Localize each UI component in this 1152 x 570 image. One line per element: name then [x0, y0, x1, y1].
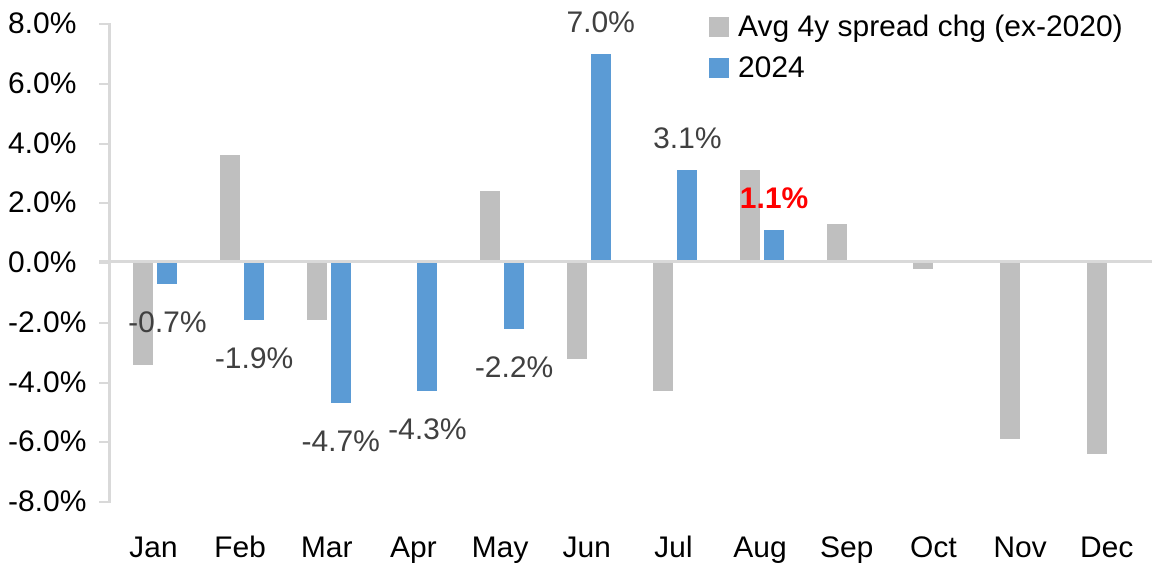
- y-axis-tick-label: 0.0%: [8, 246, 77, 279]
- x-axis-label-jul: Jul: [654, 531, 693, 564]
- x-axis-label-may: May: [471, 531, 529, 564]
- y-axis-tick-label: 2.0%: [8, 186, 77, 220]
- bar-avg4y-oct: [913, 263, 934, 269]
- bar-2024-jan: [157, 263, 178, 284]
- bar-2024-jun: [590, 53, 611, 260]
- y-axis-tick-mark: [99, 142, 111, 145]
- y-axis-tick-label: 8.0%: [8, 7, 77, 40]
- x-axis-label-nov: Nov: [993, 531, 1047, 564]
- y-axis-tick-label: -8.0%: [8, 485, 87, 518]
- bar-avg4y-mar: [306, 263, 327, 320]
- bar-2024-aug: [764, 230, 784, 260]
- data-label-apr: -4.3%: [388, 413, 467, 447]
- bar-avg4y-aug: [740, 170, 760, 260]
- bar-2024-feb: [244, 263, 264, 320]
- data-label-jul: 3.1%: [653, 122, 722, 156]
- x-axis-label-feb: Feb: [214, 531, 266, 564]
- x-axis-label-oct: Oct: [909, 531, 957, 564]
- y-axis-tick-mark: [99, 441, 111, 444]
- legend: Avg 4y spread chg (ex-2020) 2024: [709, 10, 1123, 92]
- y-axis-tick-label: -4.0%: [8, 365, 87, 399]
- x-axis-zero-line: [99, 260, 1152, 263]
- data-label-jan: -0.7%: [128, 305, 207, 339]
- data-label-aug: 1.1%: [739, 182, 809, 216]
- x-axis-label-sep: Sep: [819, 531, 874, 564]
- data-label-feb: -1.9%: [214, 341, 294, 375]
- y-axis-tick-label: 4.0%: [8, 126, 77, 160]
- bar-avg4y-jun: [566, 263, 587, 359]
- y-axis-tick-mark: [99, 202, 111, 205]
- bar-2024-jul: [677, 170, 698, 260]
- data-label-jun: 7.0%: [566, 5, 635, 39]
- x-axis-label-jan: Jan: [129, 531, 178, 564]
- y-axis-tick-label: -6.0%: [8, 425, 87, 459]
- x-axis-label-apr: Apr: [389, 531, 437, 564]
- legend-item-avg4y: Avg 4y spread chg (ex-2020): [709, 10, 1123, 44]
- bar-avg4y-feb: [220, 155, 240, 260]
- data-label-may: -2.2%: [474, 350, 554, 384]
- x-axis-label-aug: Aug: [733, 531, 787, 564]
- x-axis-label-mar: Mar: [300, 531, 353, 564]
- bar-2024-may: [504, 263, 524, 329]
- legend-label-avg4y: Avg 4y spread chg (ex-2020): [738, 10, 1123, 43]
- legend-label-2024: 2024: [738, 51, 805, 84]
- x-axis-label-dec: Dec: [1079, 531, 1134, 564]
- legend-swatch-2024: [709, 58, 729, 78]
- legend-swatch-avg4y: [709, 17, 729, 37]
- x-axis-label-jun: Jun: [562, 531, 611, 564]
- bar-avg4y-nov: [1000, 263, 1020, 440]
- bar-2024-apr: [417, 263, 438, 392]
- bar-avg4y-jul: [653, 263, 674, 392]
- y-axis-tick-mark: [99, 381, 111, 384]
- bar-avg4y-sep: [826, 224, 847, 260]
- y-axis-tick-mark: [99, 23, 111, 25]
- bar-avg4y-may: [480, 191, 500, 260]
- bar-avg4y-dec: [1086, 263, 1107, 455]
- bar-2024-mar: [330, 263, 351, 404]
- data-label-mar: -4.7%: [301, 425, 380, 459]
- bar-avg4y-jan: [133, 263, 154, 365]
- y-axis-tick-mark: [99, 82, 111, 85]
- y-axis-tick-mark: [99, 321, 111, 324]
- y-axis-tick-label: -2.0%: [8, 305, 87, 339]
- y-axis-tick-mark: [99, 262, 111, 264]
- y-axis-tick-label: 6.0%: [8, 66, 77, 100]
- legend-item-2024: 2024: [709, 51, 1123, 85]
- y-axis-tick-mark: [99, 501, 111, 503]
